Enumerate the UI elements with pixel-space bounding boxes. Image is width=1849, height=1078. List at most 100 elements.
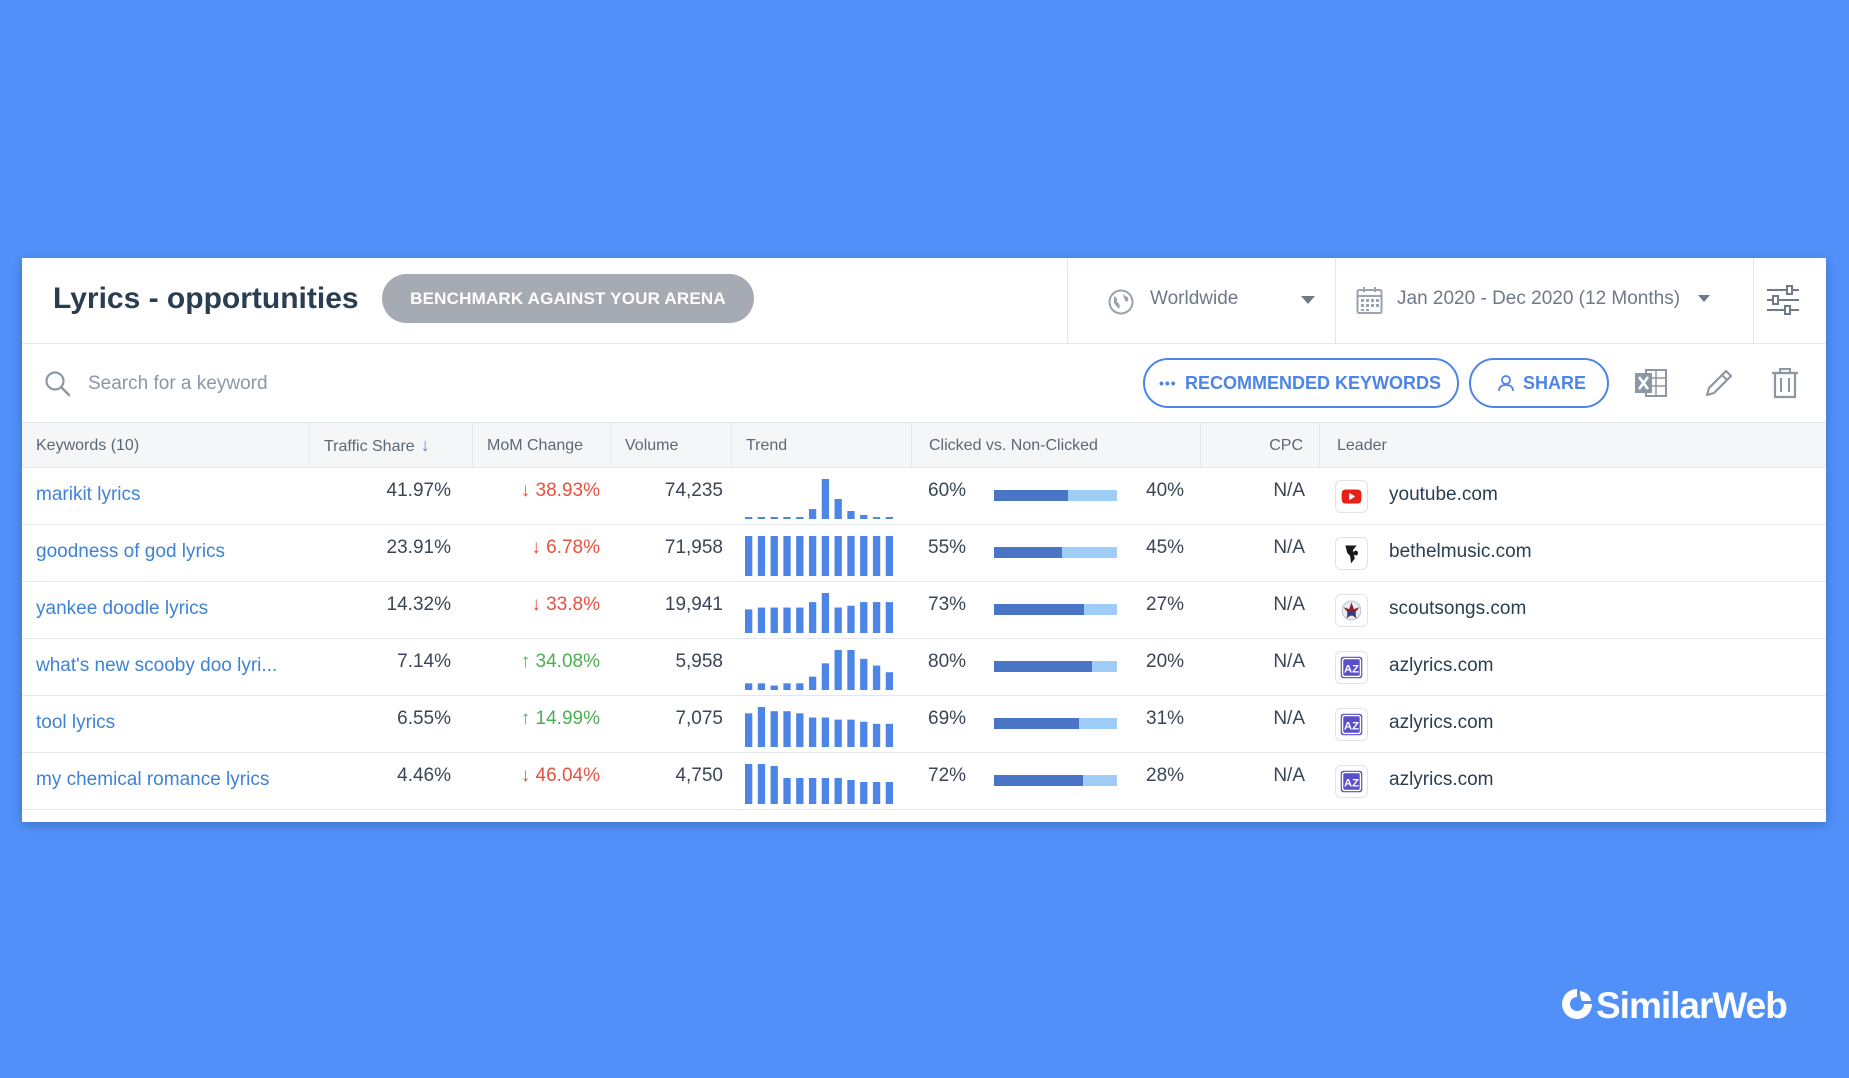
trend-bar bbox=[860, 602, 868, 633]
clicked-ratio-bar bbox=[994, 547, 1117, 558]
trend-bar bbox=[745, 609, 753, 633]
trend-bar bbox=[745, 713, 753, 747]
trend-bar bbox=[860, 721, 868, 747]
trend-bar bbox=[745, 683, 753, 690]
benchmark-button[interactable]: BENCHMARK AGAINST YOUR ARENA bbox=[382, 274, 754, 323]
search-icon bbox=[45, 371, 71, 397]
clicked-ratio-fill bbox=[994, 547, 1062, 558]
card-header: Lyrics - opportunities BENCHMARK AGAINST… bbox=[22, 258, 1826, 344]
trend-bar bbox=[885, 517, 893, 519]
trash-icon[interactable] bbox=[1766, 364, 1804, 402]
share-button[interactable]: SHARE bbox=[1469, 358, 1609, 408]
clicked-ratio-bar bbox=[994, 490, 1117, 501]
page-title: Lyrics - opportunities bbox=[53, 282, 359, 315]
leader-domain[interactable]: scoutsongs.com bbox=[1389, 598, 1527, 619]
trend-bar bbox=[847, 511, 855, 519]
leader-domain[interactable]: azlyrics.com bbox=[1389, 712, 1494, 733]
leader-domain[interactable]: azlyrics.com bbox=[1389, 769, 1494, 790]
non-clicked-percent: 28% bbox=[1146, 765, 1185, 786]
keyword-link[interactable]: goodness of god lyrics bbox=[36, 541, 226, 562]
clicked-percent: 73% bbox=[928, 594, 967, 615]
volume-value: 71,958 bbox=[664, 537, 723, 558]
sort-down-arrow-icon: ↓ bbox=[420, 435, 430, 455]
settings-sliders-icon[interactable] bbox=[1763, 280, 1803, 320]
chevron-down-icon bbox=[1301, 296, 1315, 304]
trend-sparkline bbox=[745, 764, 893, 804]
keyword-link[interactable]: what's new scooby doo lyri... bbox=[36, 655, 278, 676]
excel-export-icon[interactable] bbox=[1632, 364, 1670, 402]
non-clicked-percent: 40% bbox=[1146, 480, 1185, 501]
calendar-icon bbox=[1356, 287, 1383, 314]
trend-bar bbox=[796, 778, 804, 804]
trend-bar bbox=[860, 536, 868, 576]
trend-bar bbox=[757, 517, 766, 519]
keyword-link[interactable]: tool lyrics bbox=[36, 712, 116, 733]
mom-change-value: ↓ 38.93% bbox=[521, 480, 600, 502]
user-icon bbox=[1498, 375, 1514, 392]
leader-domain[interactable]: youtube.com bbox=[1389, 484, 1498, 505]
date-range-selector[interactable]: Jan 2020 - Dec 2020 (12 Months) bbox=[1335, 258, 1753, 344]
clicked-percent: 80% bbox=[928, 651, 967, 672]
trend-bar bbox=[757, 607, 766, 633]
clicked-ratio-bar bbox=[994, 604, 1117, 615]
svg-text:AZ: AZ bbox=[1344, 664, 1359, 676]
divider bbox=[1753, 258, 1754, 344]
trend-bar bbox=[860, 782, 868, 804]
edit-pencil-icon[interactable] bbox=[1700, 364, 1738, 402]
trend-bar bbox=[872, 665, 881, 690]
trend-bar bbox=[821, 593, 830, 633]
trend-bar bbox=[757, 536, 766, 576]
keyword-link[interactable]: yankee doodle lyrics bbox=[36, 598, 209, 619]
column-header-clicked-vs-non-clicked[interactable]: Clicked vs. Non-Clicked bbox=[911, 423, 1200, 468]
table-row[interactable]: what's new scooby doo lyri... 7.14% ↑ 34… bbox=[22, 639, 1826, 696]
similarweb-wordmark: SimilarWeb bbox=[1596, 985, 1788, 1026]
keyword-link[interactable]: marikit lyrics bbox=[36, 484, 141, 505]
leader-domain[interactable]: bethelmusic.com bbox=[1389, 541, 1532, 562]
cpc-value: N/A bbox=[1273, 765, 1305, 786]
column-header-leader[interactable]: Leader bbox=[1319, 423, 1826, 468]
up-arrow-icon: ↑ bbox=[520, 708, 531, 729]
trend-bar bbox=[796, 517, 804, 519]
clicked-ratio-bar bbox=[994, 661, 1117, 672]
column-header-cpc[interactable]: CPC bbox=[1200, 423, 1319, 468]
column-header-mom-change[interactable]: MoM Change bbox=[472, 423, 610, 468]
date-range-label: Jan 2020 - Dec 2020 (12 Months) bbox=[1397, 288, 1681, 309]
table-row[interactable]: my chemical romance lyrics 4.46% ↓ 46.04… bbox=[22, 753, 1826, 810]
traffic-share-value: 14.32% bbox=[386, 594, 451, 615]
table-row[interactable]: goodness of god lyrics 23.91% ↓ 6.78% 71… bbox=[22, 525, 1826, 582]
trend-bar bbox=[847, 536, 855, 576]
cpc-value: N/A bbox=[1273, 480, 1305, 501]
leader-domain[interactable]: azlyrics.com bbox=[1389, 655, 1494, 676]
keyword-table-card: Lyrics - opportunities BENCHMARK AGAINST… bbox=[22, 258, 1826, 822]
country-selector[interactable]: Worldwide bbox=[1068, 258, 1335, 344]
trend-bar bbox=[808, 778, 817, 804]
dots-icon: ••• bbox=[1159, 375, 1177, 391]
keyword-link[interactable]: my chemical romance lyrics bbox=[36, 769, 270, 790]
clicked-percent: 55% bbox=[928, 537, 967, 558]
column-header-volume[interactable]: Volume bbox=[610, 423, 731, 468]
traffic-share-value: 4.46% bbox=[397, 765, 451, 786]
clicked-percent: 72% bbox=[928, 765, 967, 786]
recommended-keywords-button[interactable]: ••• RECOMMENDED KEYWORDS bbox=[1143, 358, 1459, 408]
table-row[interactable]: tool lyrics 6.55% ↑ 14.99% 7,075 69% 31%… bbox=[22, 696, 1826, 753]
trend-bar bbox=[872, 536, 881, 576]
clicked-ratio-bar bbox=[994, 718, 1117, 729]
column-header-keywords[interactable]: Keywords (10) bbox=[36, 437, 140, 454]
trend-bar bbox=[808, 536, 817, 576]
trend-bar bbox=[783, 517, 791, 519]
clicked-percent: 60% bbox=[928, 480, 967, 501]
mom-change-percent: 6.78% bbox=[546, 537, 600, 558]
svg-text:AZ: AZ bbox=[1344, 778, 1359, 790]
trend-bar bbox=[847, 780, 855, 804]
table-row[interactable]: yankee doodle lyrics 14.32% ↓ 33.8% 19,9… bbox=[22, 582, 1826, 639]
column-header-trend: Trend bbox=[731, 423, 911, 468]
trend-bar bbox=[757, 707, 766, 747]
search-input[interactable] bbox=[88, 366, 588, 402]
non-clicked-percent: 20% bbox=[1146, 651, 1185, 672]
column-header-traffic-share[interactable]: Traffic Share ↓ bbox=[309, 423, 472, 468]
mom-change-percent: 46.04% bbox=[535, 765, 600, 786]
trend-bar bbox=[745, 517, 753, 519]
mom-change-value: ↓ 6.78% bbox=[531, 537, 600, 559]
table-row[interactable]: marikit lyrics 41.97% ↓ 38.93% 74,235 60… bbox=[22, 468, 1826, 525]
trend-bar bbox=[783, 778, 791, 804]
